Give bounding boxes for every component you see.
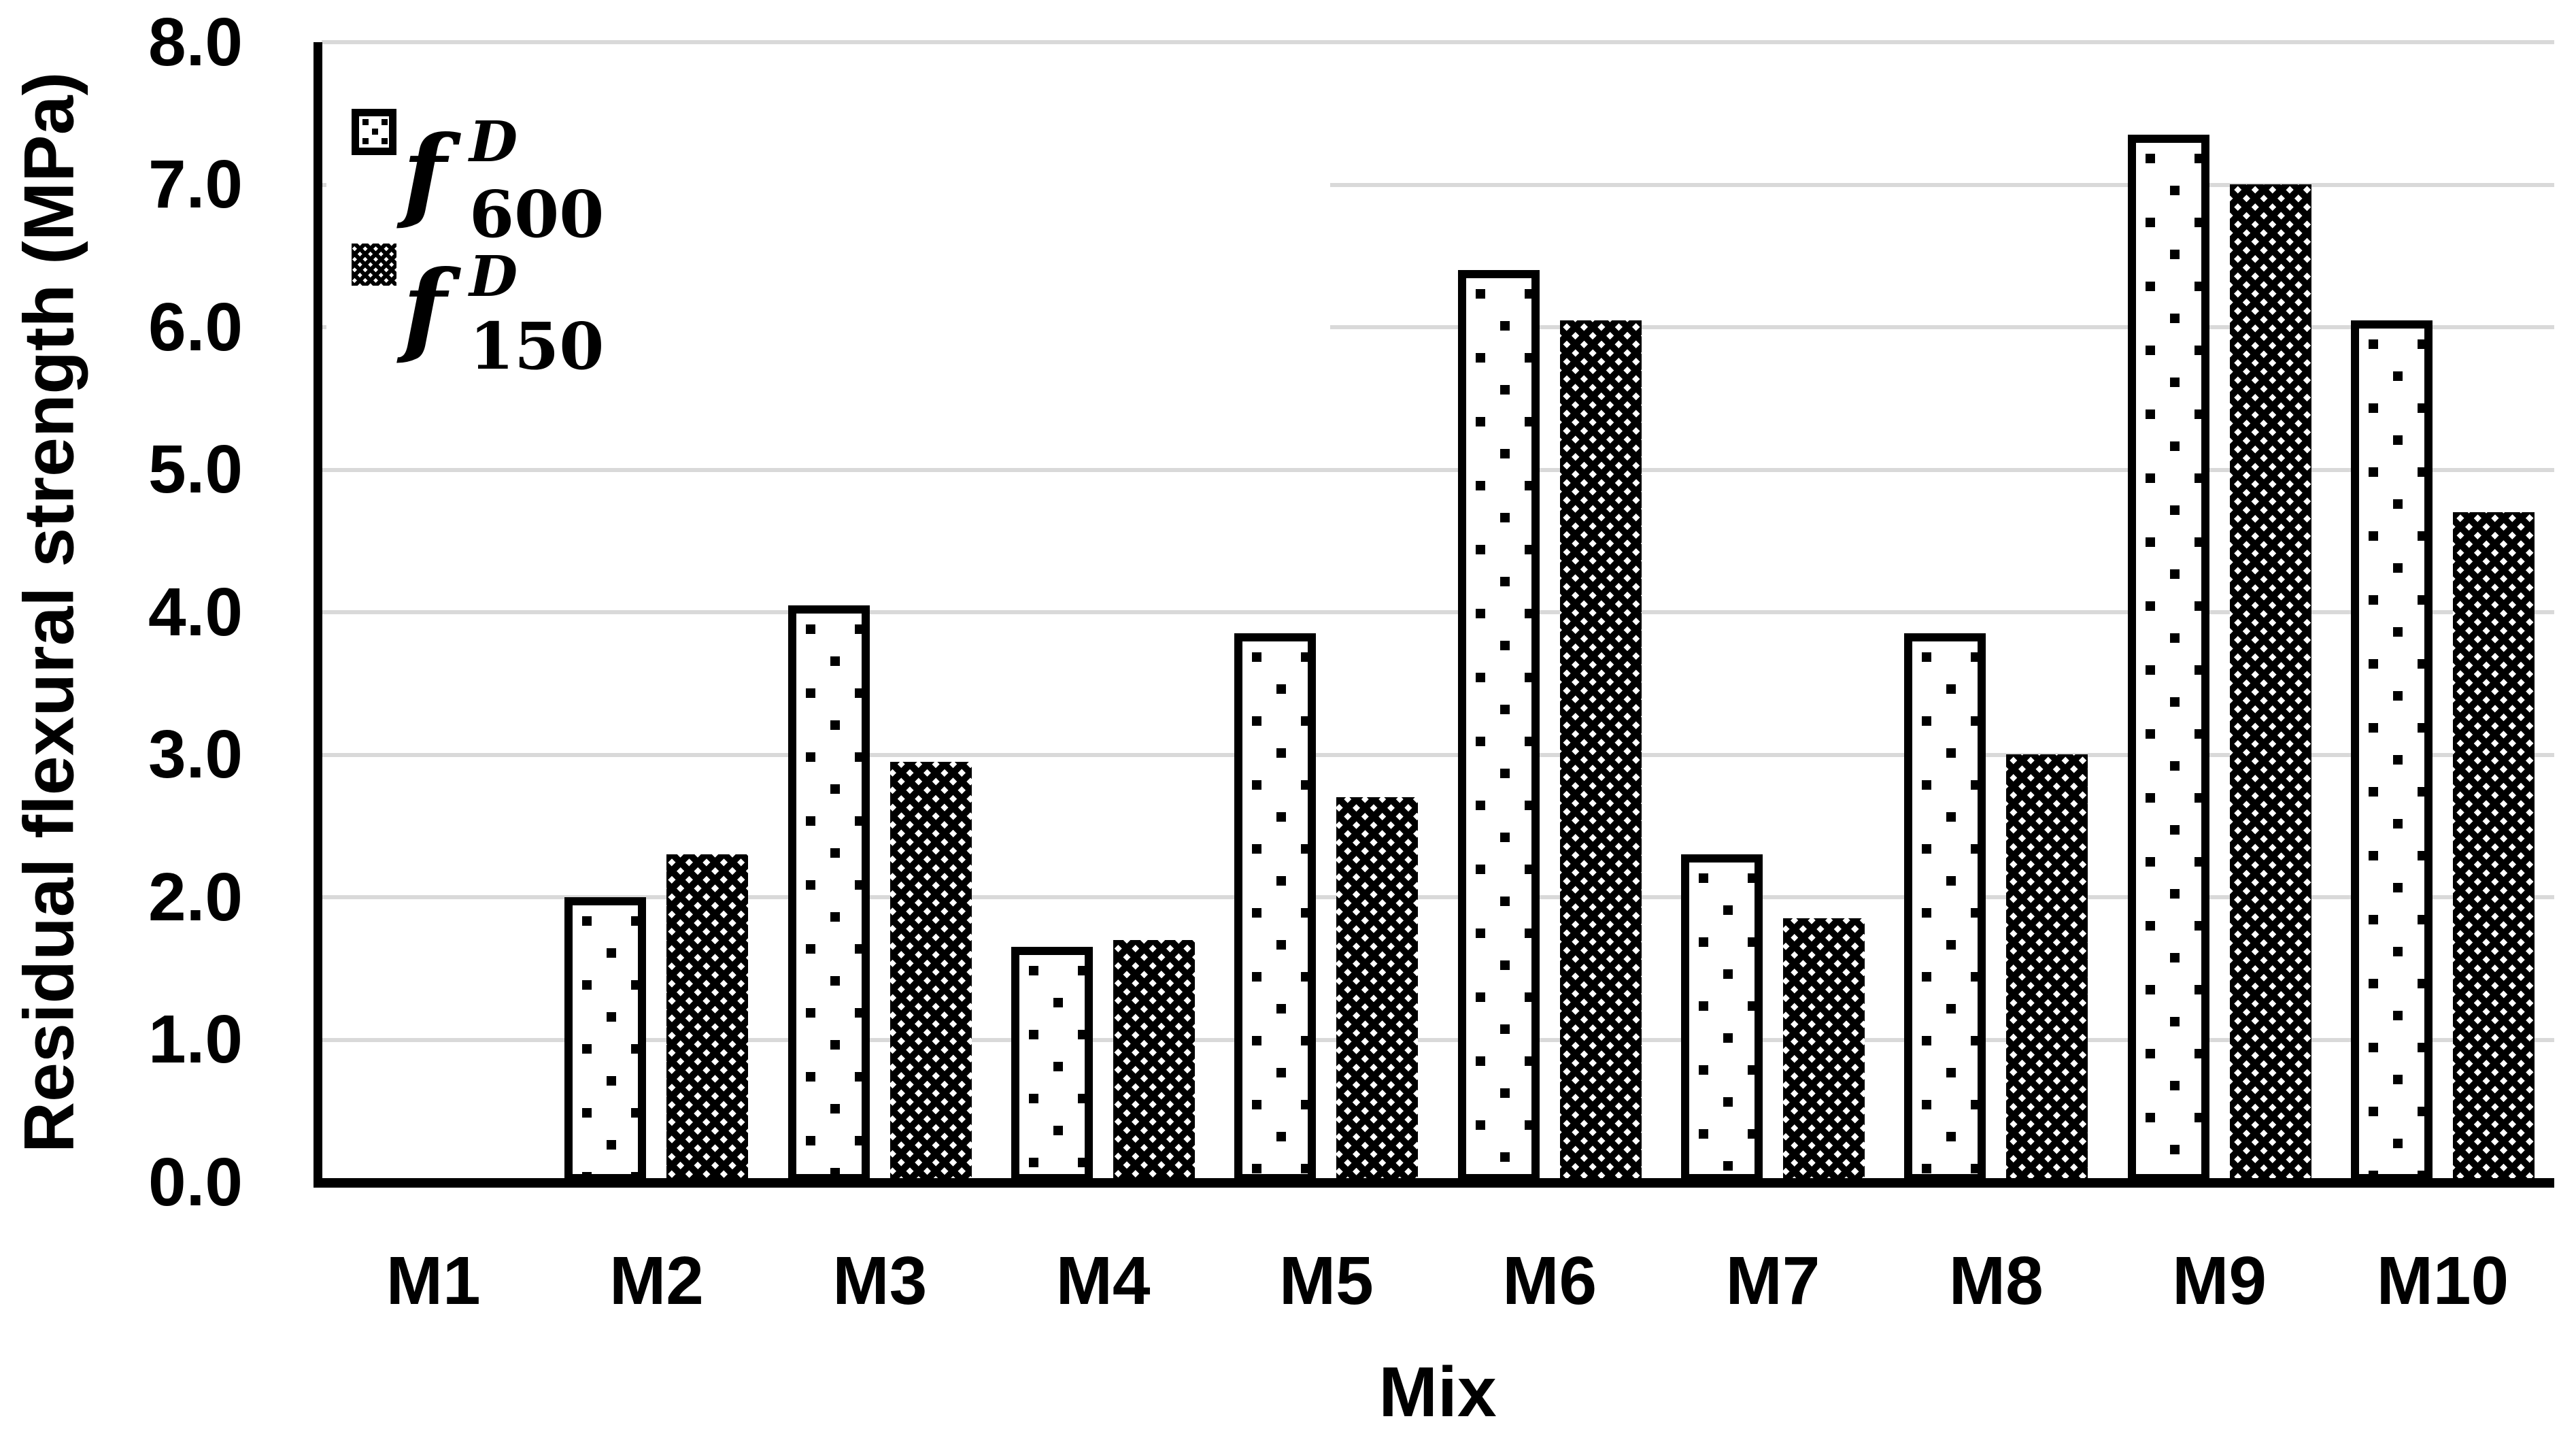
bar-f600-M6 <box>1457 270 1540 1182</box>
gridline-1.0 <box>322 1037 2554 1042</box>
x-category-label-M8: M8 <box>1948 1242 2044 1319</box>
legend: f D 600 f D 150 <box>326 54 1330 379</box>
bar-f600-M8 <box>1904 633 1986 1182</box>
x-category-label-M9: M9 <box>2172 1242 2267 1319</box>
x-category-label-M2: M2 <box>609 1242 704 1319</box>
legend-item-f150-symbol: f <box>403 248 447 368</box>
bar-f150-M6 <box>1559 320 1642 1182</box>
bar-f150-M7 <box>1782 918 1865 1182</box>
x-category-label-M3: M3 <box>832 1242 928 1319</box>
x-category-label-M10: M10 <box>2376 1242 2509 1319</box>
legend-trellis-swatch-icon <box>352 244 396 286</box>
legend-dots-swatch-icon <box>352 109 396 155</box>
bar-f600-M3 <box>787 605 870 1182</box>
x-category-label-M5: M5 <box>1278 1242 1374 1319</box>
gridline-7.0 <box>322 182 2554 187</box>
legend-item-f600-subscript: 600 <box>469 177 605 252</box>
bar-f600-M5 <box>1234 633 1317 1182</box>
x-category-label-M6: M6 <box>1502 1242 1597 1319</box>
x-axis-line <box>313 1178 2554 1188</box>
y-tick-label-3.0: 3.0 <box>148 716 243 792</box>
bar-f150-M9 <box>2229 184 2311 1182</box>
bar-f150-M2 <box>666 854 749 1182</box>
legend-item-f600-superscript: D <box>469 110 518 175</box>
bar-f150-M10 <box>2452 512 2535 1182</box>
bar-f600-M10 <box>2350 320 2433 1182</box>
bar-f600-M2 <box>564 897 647 1182</box>
gridline-3.0 <box>322 752 2554 757</box>
y-axis-title: Residual flexural strength (MPa) <box>10 71 89 1153</box>
gridline-5.0 <box>322 467 2554 472</box>
legend-item-f150-subscript: 150 <box>469 309 605 384</box>
y-tick-label-2.0: 2.0 <box>148 858 243 935</box>
x-category-label-M7: M7 <box>1725 1242 1820 1319</box>
gridline-4.0 <box>322 610 2554 614</box>
x-category-label-M1: M1 <box>386 1242 481 1319</box>
plot-area <box>322 40 2554 1182</box>
y-tick-label-0.0: 0.0 <box>148 1143 243 1220</box>
y-tick-label-6.0: 6.0 <box>148 288 243 365</box>
bar-f150-M4 <box>1113 940 1196 1182</box>
bar-f600-M4 <box>1011 947 1094 1182</box>
gridline-8.0 <box>322 40 2554 44</box>
bar-f150-M3 <box>889 762 972 1182</box>
legend-item-f600-symbol: f <box>403 114 447 233</box>
x-category-label-M4: M4 <box>1055 1242 1151 1319</box>
gridline-6.0 <box>322 325 2554 329</box>
bar-f150-M8 <box>2006 754 2088 1182</box>
y-tick-label-4.0: 4.0 <box>148 573 243 650</box>
y-axis-line <box>313 42 322 1187</box>
y-tick-label-1.0: 1.0 <box>148 1001 243 1077</box>
bar-f600-M7 <box>1680 854 1763 1182</box>
legend-item-f150-superscript: D <box>469 244 518 309</box>
bar-f150-M5 <box>1336 797 1419 1182</box>
y-tick-label-8.0: 8.0 <box>148 3 243 80</box>
gridline-2.0 <box>322 895 2554 899</box>
x-axis-title: Mix <box>1378 1352 1497 1432</box>
y-tick-label-7.0: 7.0 <box>148 146 243 222</box>
bar-f600-M9 <box>2127 135 2209 1182</box>
y-tick-label-5.0: 5.0 <box>148 431 243 507</box>
